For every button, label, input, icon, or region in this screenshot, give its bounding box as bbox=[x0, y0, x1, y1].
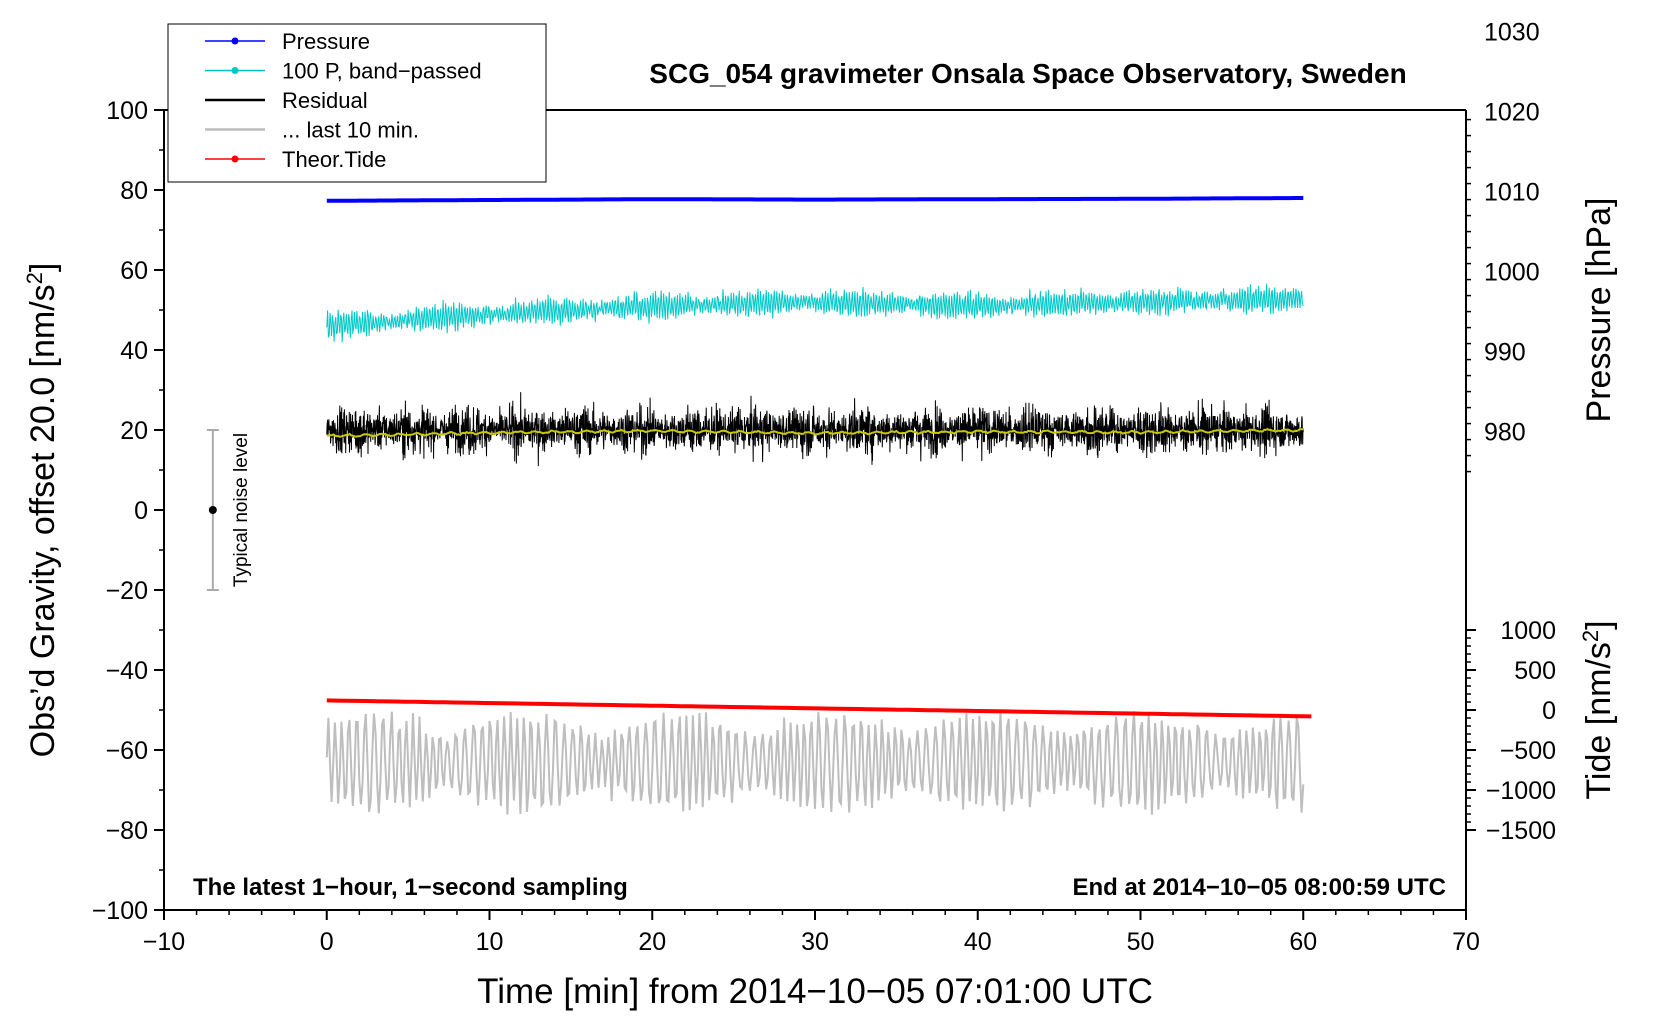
y-tick-label: −20 bbox=[106, 577, 148, 605]
y-tick-label: −100 bbox=[92, 897, 148, 925]
y-tick-label: 40 bbox=[120, 337, 148, 365]
y-tick-label: −40 bbox=[106, 657, 148, 685]
legend: Pressure 100 P, band−passed Residual ... la… bbox=[167, 23, 547, 183]
tide-tick-label: 1000 bbox=[1500, 617, 1556, 645]
legend-entry: Theor.Tide bbox=[205, 147, 386, 172]
x-tick-label: 0 bbox=[320, 928, 334, 956]
tide-tick-label: −1000 bbox=[1486, 777, 1556, 805]
y-tick-label: 100 bbox=[106, 97, 148, 125]
y-tick-label: 80 bbox=[120, 177, 148, 205]
x-tick-label: 10 bbox=[476, 928, 504, 956]
series-last-10-min bbox=[325, 711, 1305, 815]
pressure-tick-label: 1010 bbox=[1484, 179, 1540, 207]
legend-swatch-dot bbox=[231, 67, 239, 74]
x-tick-label: 40 bbox=[964, 928, 992, 956]
series-pressure bbox=[326, 196, 1304, 203]
legend-entry: 100 P, band−passed bbox=[205, 59, 482, 84]
x-axis-label: Time [min] from 2014−10−05 07:01:00 UTC bbox=[477, 972, 1153, 1011]
legend-box bbox=[167, 23, 547, 183]
series-residual-smoothed bbox=[326, 427, 1304, 438]
pressure-tick-label: 1030 bbox=[1484, 19, 1540, 47]
legend-label: Theor.Tide bbox=[282, 147, 386, 172]
tide-tick-label: 0 bbox=[1542, 697, 1556, 725]
series-theor-tide bbox=[326, 698, 1312, 719]
annotation-bottom-left: The latest 1−hour, 1−second sampling bbox=[193, 874, 628, 901]
y-axis-label-tide: Tide [nm/s2] bbox=[1578, 620, 1619, 799]
x-tick-label: 20 bbox=[638, 928, 666, 956]
tide-tick-label: 500 bbox=[1514, 657, 1556, 685]
y-tick-label: 0 bbox=[134, 497, 148, 525]
pressure-tick-label: 990 bbox=[1484, 339, 1526, 367]
y-tick-label: 20 bbox=[120, 417, 148, 445]
axes-ticks: −10 0 10 20 30 40 50 60 70−100−80−60−40−20020406… bbox=[92, 19, 1556, 956]
y-tick-label: 60 bbox=[120, 257, 148, 285]
x-tick-label: −10 bbox=[143, 928, 185, 956]
tide-tick-label: −1500 bbox=[1486, 817, 1556, 845]
legend-swatch-dot bbox=[231, 37, 239, 45]
pressure-tick-label: 1000 bbox=[1484, 259, 1540, 287]
noise-level-label: Typical noise level bbox=[231, 433, 252, 587]
y-axis-label-left: Obs’d Gravity, offset 20.0 [nm/s2] bbox=[22, 263, 63, 758]
chart-title: SCG_054 gravimeter Onsala Space Observat… bbox=[649, 58, 1406, 89]
x-tick-label: 70 bbox=[1452, 928, 1480, 956]
noise-bar-dot bbox=[208, 506, 217, 514]
series-layer bbox=[325, 196, 1312, 815]
legend-label: ... last 10 min. bbox=[282, 118, 419, 143]
pressure-tick-label: 1020 bbox=[1484, 99, 1540, 127]
tide-tick-label: −500 bbox=[1500, 737, 1556, 765]
legend-entry: Pressure bbox=[205, 29, 370, 54]
legend-entry: Residual bbox=[205, 88, 368, 113]
y-tick-label: −60 bbox=[106, 737, 148, 765]
x-tick-label: 50 bbox=[1127, 928, 1155, 956]
legend-label: Pressure bbox=[282, 29, 370, 54]
legend-entry: ... last 10 min. bbox=[205, 118, 419, 143]
y-axis-label-pressure: Pressure [hPa] bbox=[1580, 198, 1618, 423]
legend-label: 100 P, band−passed bbox=[282, 59, 482, 84]
x-tick-label: 30 bbox=[801, 928, 829, 956]
legend-swatch-dot bbox=[231, 155, 239, 163]
annotations bbox=[206, 429, 219, 591]
x-tick-label: 60 bbox=[1289, 928, 1317, 956]
legend-label: Residual bbox=[282, 88, 368, 113]
annotation-bottom-right: End at 2014−10−05 08:00:59 UTC bbox=[1072, 874, 1446, 901]
y-tick-label: −80 bbox=[106, 817, 148, 845]
series-band-passed bbox=[326, 283, 1304, 343]
pressure-tick-label: 980 bbox=[1484, 419, 1526, 447]
